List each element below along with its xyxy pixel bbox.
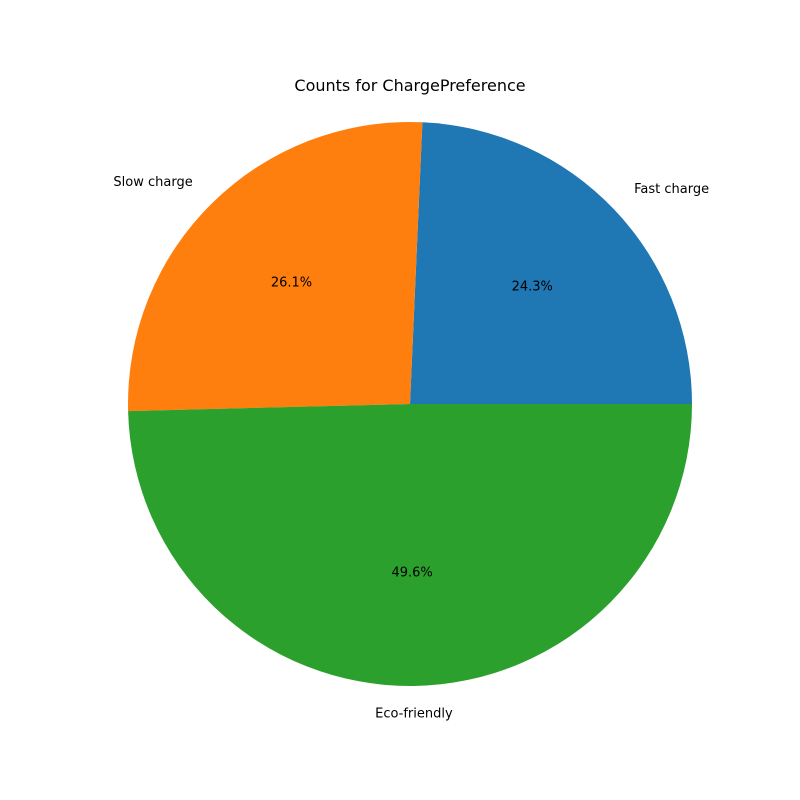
pie-slice-fast-charge [410, 122, 692, 405]
pct-label-eco-friendly: 49.6% [391, 566, 432, 581]
slice-label-eco-friendly: Eco-friendly [375, 707, 453, 722]
pie-slices [128, 121, 693, 686]
pie-slice-eco-friendly [128, 404, 693, 686]
chart-title: Counts for ChargePreference [294, 76, 525, 95]
pie-labels: Fast charge 24.3% Slow charge 26.1% Eco-frie… [113, 175, 709, 722]
pie-slice-slow-charge [128, 121, 423, 412]
slice-label-fast-charge: Fast charge [634, 182, 709, 197]
pct-label-fast-charge: 24.3% [512, 280, 553, 295]
pct-label-slow-charge: 26.1% [271, 276, 312, 291]
slice-label-slow-charge: Slow charge [113, 175, 192, 190]
